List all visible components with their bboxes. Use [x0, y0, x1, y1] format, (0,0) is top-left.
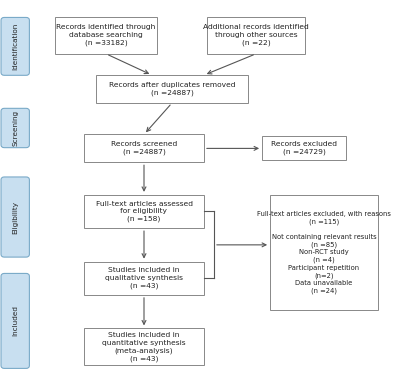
FancyBboxPatch shape [1, 17, 30, 75]
Text: Identification: Identification [12, 23, 18, 70]
FancyBboxPatch shape [84, 262, 204, 295]
Text: Full-text articles excluded, with reasons
(n =115)

Not containing relevant resu: Full-text articles excluded, with reason… [257, 210, 391, 294]
Text: Additional records identified
through other sources
(n =22): Additional records identified through ot… [203, 24, 309, 46]
FancyBboxPatch shape [84, 135, 204, 162]
FancyBboxPatch shape [84, 328, 204, 365]
FancyBboxPatch shape [262, 136, 346, 160]
FancyBboxPatch shape [84, 195, 204, 228]
Text: Eligibility: Eligibility [12, 201, 18, 233]
Text: Screening: Screening [12, 110, 18, 146]
Text: Full-text articles assessed
for eligibility
(n =158): Full-text articles assessed for eligibil… [96, 201, 192, 222]
FancyBboxPatch shape [207, 17, 305, 54]
FancyBboxPatch shape [55, 17, 157, 54]
FancyBboxPatch shape [1, 273, 30, 368]
FancyBboxPatch shape [270, 195, 378, 310]
Text: Studies included in
quantitative synthesis
(meta-analysis)
(n =43): Studies included in quantitative synthes… [102, 332, 186, 362]
Text: Records after duplicates removed
(n =24887): Records after duplicates removed (n =248… [109, 82, 235, 96]
Text: Included: Included [12, 305, 18, 336]
FancyBboxPatch shape [96, 75, 248, 103]
Text: Records identified through
database searching
(n =33182): Records identified through database sear… [56, 24, 156, 46]
FancyBboxPatch shape [1, 177, 30, 257]
Text: Studies included in
qualitative synthesis
(n =43): Studies included in qualitative synthesi… [105, 267, 183, 289]
Text: Records screened
(n =24887): Records screened (n =24887) [111, 141, 177, 155]
FancyBboxPatch shape [1, 108, 30, 148]
Text: Records excluded
(n =24729): Records excluded (n =24729) [271, 141, 337, 155]
